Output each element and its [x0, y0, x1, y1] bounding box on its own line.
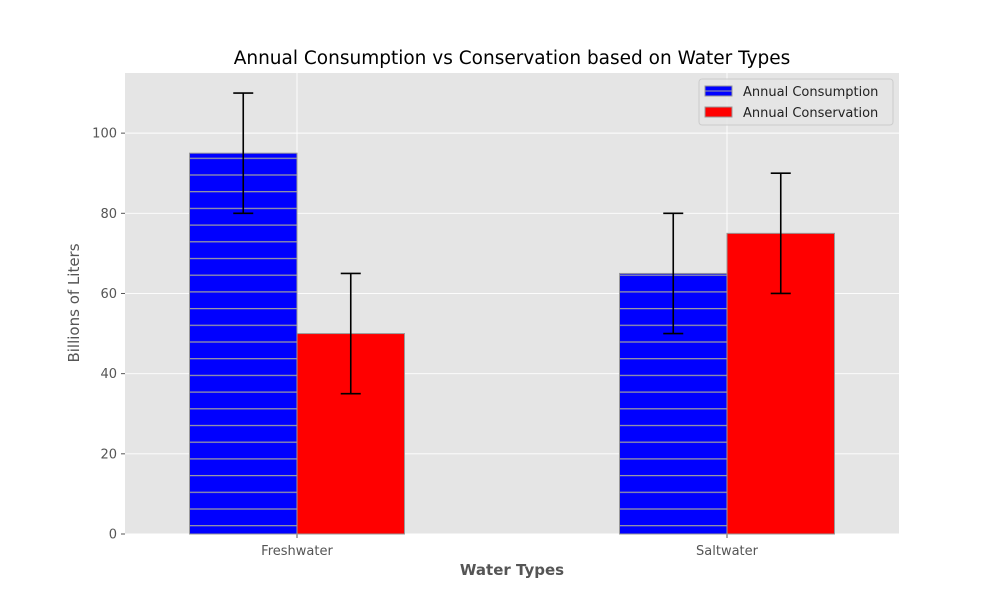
- y-tick-label: 40: [100, 367, 117, 382]
- bar-hatch: [189, 153, 297, 534]
- y-tick-label: 60: [100, 287, 117, 302]
- x-axis-label: Water Types: [460, 561, 564, 579]
- legend-label: Annual Conservation: [743, 106, 878, 121]
- y-tick-label: 100: [92, 127, 117, 142]
- chart-title: Annual Consumption vs Conservation based…: [234, 48, 791, 69]
- legend-box: [698, 78, 894, 126]
- legend-swatch: [704, 106, 733, 118]
- legend-label: Annual Consumption: [743, 85, 878, 100]
- y-tick-label: 0: [109, 528, 117, 543]
- x-tick-label: Saltwater: [696, 544, 759, 559]
- y-tick-label: 80: [100, 207, 117, 222]
- legend: Annual Consumption Annual Conservation: [698, 78, 894, 126]
- y-axis-label: Billions of Liters: [65, 243, 83, 362]
- y-tick-label: 20: [100, 447, 117, 462]
- x-tick-label: Freshwater: [261, 544, 333, 559]
